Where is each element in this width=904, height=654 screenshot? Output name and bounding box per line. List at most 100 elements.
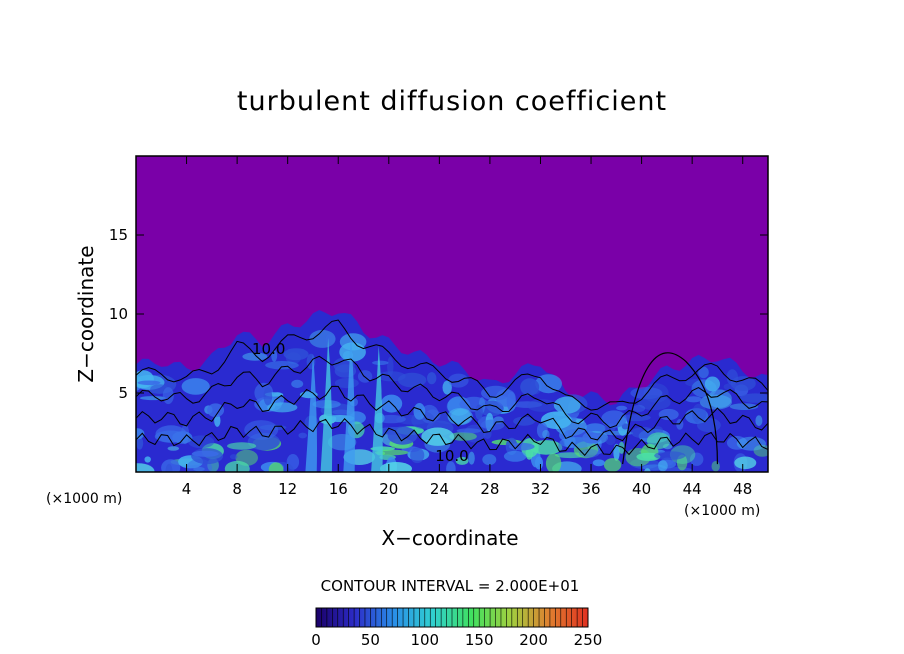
field-blob [601, 410, 627, 428]
colorbar-tick-label: 250 [574, 631, 603, 649]
field-blob [165, 463, 173, 472]
field-blob [636, 452, 661, 461]
field-blob [155, 425, 187, 443]
contour-label: 10.0 [252, 340, 285, 358]
plume [320, 337, 333, 472]
field-blob [136, 436, 144, 450]
field-blob [372, 360, 389, 365]
contour-interval-text: CONTOUR INTERVAL = 2.000E+01 [320, 577, 580, 595]
field-blob [654, 451, 686, 460]
x-tick-label: 24 [430, 480, 449, 498]
field-blob [482, 454, 497, 466]
x-tick-label: 8 [232, 480, 242, 498]
heatmap-field [136, 156, 768, 472]
field-blob [144, 456, 151, 463]
field-blob [739, 393, 768, 403]
contour-label: 10.0 [435, 447, 468, 465]
field-blob [207, 403, 225, 418]
field-blob [191, 450, 219, 457]
field-blob [227, 442, 257, 450]
field-blob [545, 453, 562, 472]
colorbar: 0 50 100 150 200 250 [311, 607, 603, 649]
field-blob [410, 447, 425, 464]
field-blob [618, 441, 625, 454]
contour-labels: 10.0 10.0 [252, 340, 469, 465]
colorbar-tick-label: 50 [361, 631, 380, 649]
x-tick-label: 16 [329, 480, 348, 498]
field-blob [690, 452, 704, 466]
contour-dome [622, 352, 719, 465]
x-axis-label: X−coordinate [381, 526, 519, 550]
field-blob [637, 395, 671, 411]
x-tick-label: 44 [683, 480, 702, 498]
field-blob [376, 371, 406, 382]
field-blob [730, 376, 756, 391]
field-blob [508, 442, 535, 451]
plume [371, 345, 383, 472]
field-blob [456, 428, 482, 434]
field-blob [298, 432, 308, 439]
x-tick-label: 32 [531, 480, 550, 498]
y-tick-label: 5 [118, 384, 128, 402]
y-axis-label: Z−coordinate [74, 245, 98, 383]
field-blob [605, 435, 616, 446]
field-blob [332, 409, 351, 415]
field-blob [541, 411, 572, 430]
colorbar-tick-label: 100 [410, 631, 439, 649]
field-blob [263, 387, 273, 406]
field-blob [325, 333, 336, 345]
field-blob [427, 372, 437, 385]
field-blob [421, 427, 455, 446]
contour-line [136, 355, 768, 429]
x-tick-label: 20 [379, 480, 398, 498]
contour-line [136, 319, 768, 411]
field-blob [631, 426, 656, 439]
contour-line [136, 418, 768, 457]
field-blob [455, 456, 469, 465]
field-blob [447, 408, 473, 426]
x-tick-label: 48 [733, 480, 752, 498]
field-blob [268, 462, 284, 472]
field-blob [442, 380, 452, 395]
field-blob [214, 414, 221, 427]
field-blob [139, 396, 166, 401]
field-blob [616, 405, 628, 411]
x-right-unit-label: (×1000 m) [684, 503, 761, 519]
field-blob [380, 462, 412, 472]
field-blob [520, 378, 540, 396]
x-tick-label: 4 [182, 480, 192, 498]
field-blob [685, 396, 702, 403]
field-blob [446, 461, 456, 472]
x-tick-label: 36 [581, 480, 600, 498]
x-tick-label: 40 [632, 480, 651, 498]
field-blob [736, 436, 767, 451]
colorbar-tick-label: 0 [311, 631, 321, 649]
field-blob [734, 456, 757, 470]
colorbar-tick-label: 150 [465, 631, 494, 649]
contour-line [136, 385, 768, 442]
field-blob [536, 422, 548, 439]
field-blob [475, 404, 483, 420]
y-tick-label: 15 [109, 226, 128, 244]
field-blob [534, 456, 544, 470]
field-blob [478, 400, 504, 417]
field-blob [711, 461, 720, 472]
field-blob [136, 428, 145, 440]
x-tick-label: 12 [278, 480, 297, 498]
colorbar-tick-label: 200 [519, 631, 548, 649]
field-blob [542, 429, 550, 439]
field-blob [136, 463, 155, 472]
field-blob [603, 458, 622, 472]
field-blob [242, 352, 268, 361]
field-blob [503, 450, 527, 462]
field-blob [692, 403, 707, 424]
field-blob [265, 361, 299, 370]
field-blob [511, 401, 543, 408]
field-blob [267, 402, 298, 413]
plume [343, 332, 355, 472]
field-blob [137, 380, 161, 386]
field-blob [553, 396, 581, 414]
field-blob [527, 399, 557, 412]
